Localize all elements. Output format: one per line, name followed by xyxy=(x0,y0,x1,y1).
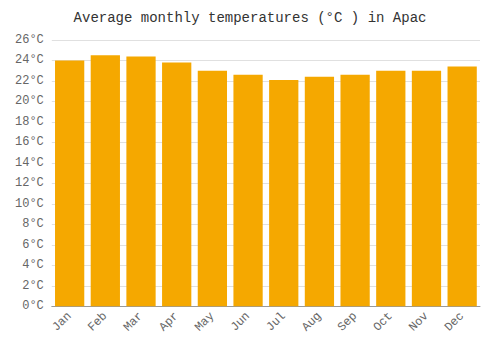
svg-text:4°C: 4°C xyxy=(22,258,44,272)
svg-text:Aug: Aug xyxy=(299,309,324,334)
svg-text:Jan: Jan xyxy=(49,309,74,334)
svg-text:Dec: Dec xyxy=(442,309,467,334)
svg-text:0°C: 0°C xyxy=(22,299,44,313)
svg-text:8°C: 8°C xyxy=(22,217,44,231)
svg-text:20°C: 20°C xyxy=(15,94,44,108)
svg-text:14°C: 14°C xyxy=(15,156,44,170)
svg-text:May: May xyxy=(192,309,217,334)
svg-text:18°C: 18°C xyxy=(15,115,44,129)
svg-text:16°C: 16°C xyxy=(15,135,44,149)
svg-text:10°C: 10°C xyxy=(15,197,44,211)
svg-text:Apr: Apr xyxy=(156,309,181,334)
svg-text:26°C: 26°C xyxy=(15,33,44,47)
svg-text:Jun: Jun xyxy=(228,309,253,334)
svg-text:2°C: 2°C xyxy=(22,279,44,293)
svg-text:22°C: 22°C xyxy=(15,74,44,88)
svg-text:6°C: 6°C xyxy=(22,238,44,252)
svg-text:Nov: Nov xyxy=(406,309,431,334)
svg-text:24°C: 24°C xyxy=(15,53,44,67)
svg-text:Average monthly temperatures (: Average monthly temperatures (°C ) in Ap… xyxy=(74,10,427,26)
svg-text:Mar: Mar xyxy=(121,309,146,334)
svg-text:12°C: 12°C xyxy=(15,176,44,190)
svg-text:Oct: Oct xyxy=(371,309,396,334)
svg-text:Sep: Sep xyxy=(335,309,360,334)
svg-text:Jul: Jul xyxy=(264,309,289,334)
svg-text:Feb: Feb xyxy=(85,309,110,334)
